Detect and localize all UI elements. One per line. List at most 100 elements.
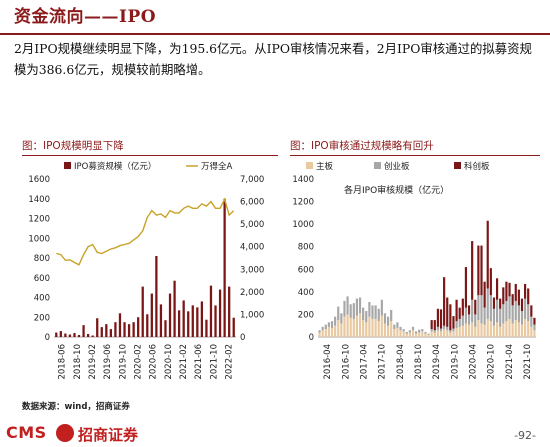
y-left-tick-label: 0 xyxy=(45,333,50,343)
review-bar-3 xyxy=(449,304,452,331)
right-chart-title: 图：IPO审核通过规模略有回升 xyxy=(290,140,434,152)
review-bar-1 xyxy=(430,331,433,337)
review-bar-2 xyxy=(452,328,455,332)
review-bar-1 xyxy=(346,314,349,337)
ipo-bar xyxy=(191,305,194,337)
review-bar-2 xyxy=(499,308,502,327)
review-bar-1 xyxy=(443,329,446,337)
x-tick-label: 2021-10 xyxy=(523,344,533,380)
review-bar-1 xyxy=(495,322,499,337)
review-bar-2 xyxy=(455,321,458,328)
x-tick-label: 2020-04 xyxy=(468,344,478,380)
review-bar-2 xyxy=(383,313,387,324)
legend-swatch-ipo xyxy=(64,162,71,169)
page-title: 资金流向——IPO xyxy=(14,7,157,27)
review-bar-3 xyxy=(524,283,527,299)
y-left-tick-label: 400 xyxy=(34,294,50,304)
review-bar-2 xyxy=(352,303,355,319)
review-bar-2 xyxy=(318,330,321,333)
review-bar-2 xyxy=(402,329,405,332)
y-tick-label: 400 xyxy=(298,288,314,298)
review-bar-2 xyxy=(405,331,408,334)
y-left-tick-label: 600 xyxy=(34,274,50,284)
review-bar-1 xyxy=(355,315,359,337)
review-bar-2 xyxy=(321,326,324,331)
y-right-tick-label: 2,000 xyxy=(240,288,264,298)
review-bar-3 xyxy=(474,299,477,315)
review-bar-2 xyxy=(368,302,371,317)
review-bar-2 xyxy=(433,330,436,333)
review-bar-1 xyxy=(377,321,380,337)
review-bar-2 xyxy=(439,328,443,332)
review-bar-2 xyxy=(380,299,383,316)
review-bar-1 xyxy=(380,315,383,337)
review-bar-2 xyxy=(471,299,474,323)
review-bar-2 xyxy=(511,305,514,324)
x-tick-label: 2022-02 xyxy=(224,344,234,380)
review-bar-1 xyxy=(436,330,439,337)
y-left-tick-label: 1600 xyxy=(28,175,50,185)
ipo-bar xyxy=(146,314,149,337)
left-chart-title: 图：IPO规模明显下降 xyxy=(22,140,124,152)
x-tick-label: 2019-02 xyxy=(88,344,98,380)
review-bar-2 xyxy=(527,304,530,322)
right-chart-rule xyxy=(290,155,540,156)
x-tick-label: 2021-02 xyxy=(179,344,189,380)
review-bar-1 xyxy=(492,325,496,337)
review-bar-2 xyxy=(415,331,418,334)
review-bar-2 xyxy=(421,329,424,332)
ipo-bar xyxy=(132,322,135,337)
ipo-bar xyxy=(73,333,76,337)
x-tick-label: 2020-06 xyxy=(149,344,159,380)
review-bar-1 xyxy=(352,318,355,337)
review-bar-1 xyxy=(464,323,468,337)
x-tick-label: 2021-06 xyxy=(194,344,204,380)
ipo-bar xyxy=(200,301,204,337)
review-bar-3 xyxy=(511,294,514,306)
ipo-bar xyxy=(164,320,167,337)
ipo-bar xyxy=(68,334,72,337)
footer: CMS 招商证券 -92- xyxy=(0,421,550,447)
review-bar-2 xyxy=(430,329,433,332)
review-bar-2 xyxy=(334,316,337,326)
company-name: 招商证券 xyxy=(78,426,139,444)
ipo-bar xyxy=(173,280,176,337)
review-bar-2 xyxy=(524,298,527,319)
ipo-bar xyxy=(150,293,153,337)
x-tick-label: 2020-10 xyxy=(164,344,174,380)
x-tick-label: 2019-10 xyxy=(450,344,460,380)
legend-label-wind: 万得全A xyxy=(201,161,233,172)
review-bar-2 xyxy=(399,326,402,331)
review-bar-3 xyxy=(514,283,517,301)
ipo-bar xyxy=(86,334,90,337)
review-bar-1 xyxy=(533,330,536,337)
review-bar-1 xyxy=(489,321,492,337)
review-bar-3 xyxy=(520,298,524,312)
ipo-bar xyxy=(187,311,190,337)
x-tick-label: 2018-04 xyxy=(396,344,406,380)
review-bar-2 xyxy=(477,295,480,321)
review-bar-1 xyxy=(358,313,362,337)
review-bar-3 xyxy=(489,268,492,296)
y-left-tick-label: 1200 xyxy=(28,215,50,225)
cms-logo-text: CMS xyxy=(6,423,47,442)
review-bar-1 xyxy=(399,330,402,337)
review-bar-3 xyxy=(458,307,461,319)
review-bar-2 xyxy=(349,304,352,318)
review-bar-1 xyxy=(324,329,327,337)
review-bar-2 xyxy=(446,326,449,331)
ipo-bar xyxy=(155,256,158,337)
y-left-tick-label: 1400 xyxy=(28,195,50,205)
review-bar-3 xyxy=(517,289,520,306)
review-bar-2 xyxy=(467,314,471,325)
review-bar-2 xyxy=(424,331,427,334)
review-bar-2 xyxy=(371,305,374,319)
review-bar-2 xyxy=(330,321,334,328)
review-bar-1 xyxy=(461,325,464,337)
review-bar-3 xyxy=(499,298,502,309)
review-bar-1 xyxy=(499,326,502,337)
review-bar-2 xyxy=(514,300,517,321)
x-tick-label: 2019-06 xyxy=(103,344,113,380)
review-bar-2 xyxy=(502,304,505,324)
